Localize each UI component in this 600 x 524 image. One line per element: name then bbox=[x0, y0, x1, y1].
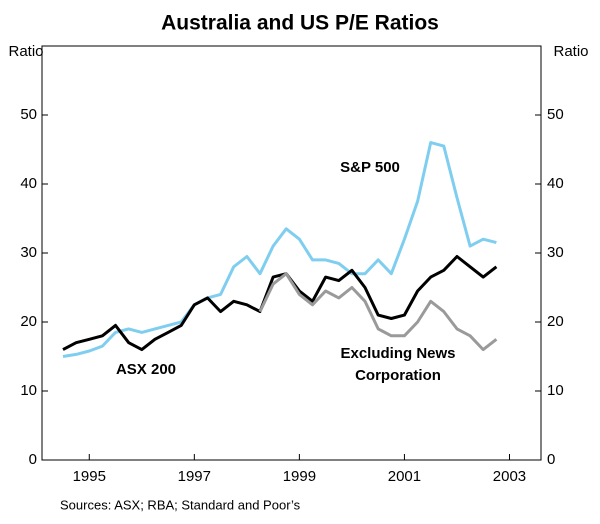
y-axis-label: Ratio bbox=[8, 43, 43, 60]
y2-tick-label: 0 bbox=[547, 451, 555, 468]
annotation: S&P 500 bbox=[340, 159, 400, 176]
plot-frame bbox=[41, 45, 542, 461]
y2-tick-label: 50 bbox=[547, 106, 564, 123]
x-tick-label: 1997 bbox=[178, 468, 211, 485]
y2-tick-label: 40 bbox=[547, 175, 564, 192]
y-tick-label: 50 bbox=[20, 106, 37, 123]
source-note: Sources: ASX; RBA; Standard and Poor’s bbox=[60, 497, 301, 512]
annotation: ASX 200 bbox=[116, 361, 176, 378]
chart-title: Australia and US P/E Ratios bbox=[161, 12, 439, 35]
y-tick-label: 10 bbox=[20, 382, 37, 399]
y2-tick-label: 20 bbox=[547, 313, 564, 330]
y-tick-label: 0 bbox=[29, 451, 37, 468]
x-tick-label: 1999 bbox=[283, 468, 316, 485]
x-tick-label: 1995 bbox=[73, 468, 106, 485]
y-tick-label: 40 bbox=[20, 175, 37, 192]
series-line bbox=[258, 272, 498, 352]
y-tick-label: 30 bbox=[20, 244, 37, 261]
y2-axis-label: Ratio bbox=[553, 43, 588, 60]
series-line bbox=[62, 255, 498, 352]
y-tick-label: 20 bbox=[20, 313, 37, 330]
y2-tick-label: 30 bbox=[547, 244, 564, 261]
x-tick-label: 2001 bbox=[388, 468, 421, 485]
x-tick-label: 2003 bbox=[493, 468, 526, 485]
series-line bbox=[62, 141, 497, 358]
y2-tick-label: 10 bbox=[547, 382, 564, 399]
annotation: Corporation bbox=[355, 367, 441, 384]
annotation: Excluding News bbox=[340, 345, 455, 362]
